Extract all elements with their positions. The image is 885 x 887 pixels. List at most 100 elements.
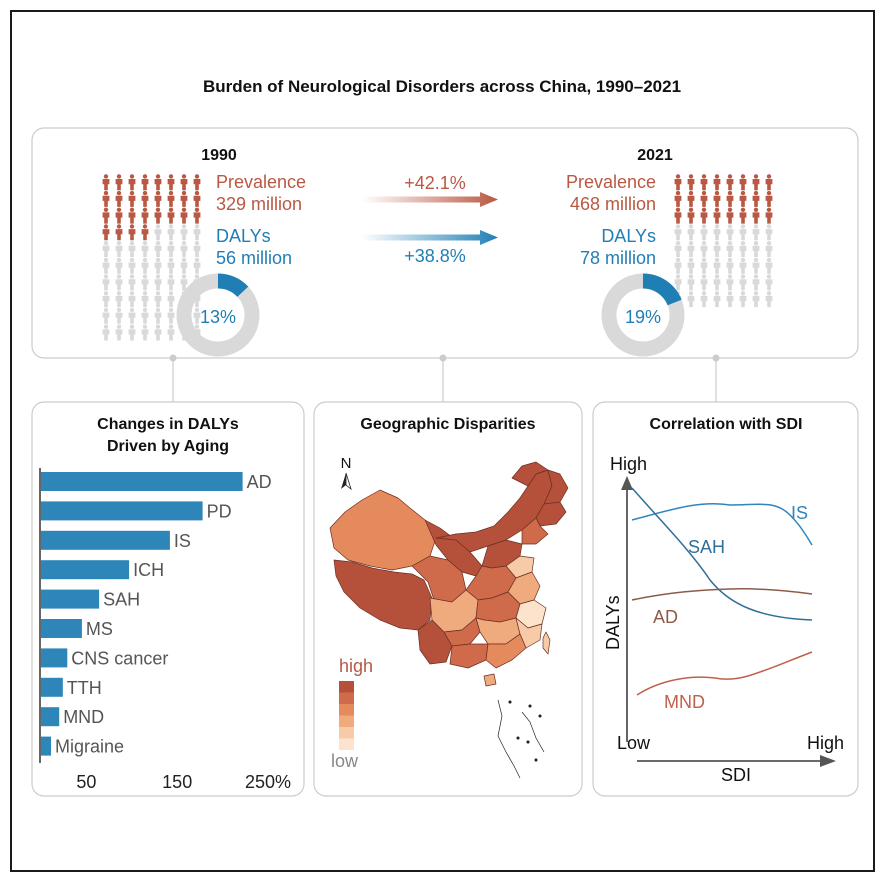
- pictogram-2021-person-icon: [739, 241, 747, 257]
- pictogram-1990-person-icon: [154, 241, 162, 257]
- pictogram-1990-person-icon: [154, 190, 162, 207]
- pictogram-1990-person-icon: [102, 257, 110, 274]
- bar-ms: [41, 619, 82, 638]
- pictogram-1990-person-icon: [102, 224, 110, 241]
- pictogram-2021-person-icon: [739, 257, 747, 274]
- sdi-x-low-label: Low: [617, 733, 651, 753]
- region-guangxi: [449, 643, 489, 669]
- pictogram-1990-person-icon: [180, 274, 188, 291]
- pictogram-1990-person-icon: [167, 291, 175, 308]
- pictogram-2021-person-icon: [687, 174, 695, 191]
- bar-migraine: [41, 736, 51, 756]
- pictogram-2021-person-icon: [713, 241, 721, 257]
- dalys-1990-value: 56 million: [216, 248, 292, 268]
- pictogram-2021-person-icon: [765, 257, 773, 274]
- pictogram-2021-person-icon: [713, 224, 721, 241]
- pictogram-2021-person-icon: [752, 257, 760, 274]
- sdi-curve-sah: [631, 487, 813, 621]
- pictogram-2021-person-icon: [752, 207, 760, 224]
- pictogram-2021-person-icon: [674, 174, 682, 191]
- pictogram-1990-person-icon: [102, 274, 110, 291]
- map-legend-swatch: [339, 704, 354, 716]
- pictogram-1990-person-icon: [180, 174, 188, 191]
- pictogram-1990-person-icon: [193, 257, 201, 274]
- pictogram-1990-person-icon: [141, 174, 149, 191]
- pictogram-2021-person-icon: [674, 224, 682, 241]
- pictogram-1990-person-icon: [141, 324, 149, 341]
- map-legend-low: low: [331, 751, 359, 771]
- pictogram-1990-person-icon: [141, 190, 149, 207]
- pictogram-1990-person-icon: [167, 274, 175, 291]
- pictogram-2021-person-icon: [687, 291, 695, 308]
- pictogram-1990-person-icon: [167, 207, 175, 224]
- pictogram-2021-person-icon: [674, 257, 682, 274]
- pictogram-1990-person-icon: [141, 274, 149, 291]
- pictogram-2021-person-icon: [765, 190, 773, 207]
- map-legend-swatch: [339, 692, 354, 704]
- pictogram-1990-person-icon: [102, 291, 110, 308]
- pictogram-1990-person-icon: [115, 324, 123, 341]
- bar-cns-cancer: [41, 648, 68, 668]
- pictogram-2021-person-icon: [765, 174, 773, 191]
- bar-label-cns-cancer: CNS cancer: [71, 648, 168, 668]
- pictogram-1990-person-icon: [115, 307, 123, 324]
- prevalence-2021-label: Prevalence: [566, 172, 656, 192]
- bar-ad: [41, 472, 243, 491]
- prevalence-1990-label: Prevalence: [216, 172, 306, 192]
- aging-panel-title-line1: Changes in DALYs: [97, 416, 239, 433]
- pictogram-1990-person-icon: [128, 190, 136, 207]
- pictogram-2021-person-icon: [700, 257, 708, 274]
- sdi-panel-title: Correlation with SDI: [650, 416, 803, 433]
- pictogram-1990-person-icon: [154, 274, 162, 291]
- pictogram-2021-person-icon: [674, 241, 682, 257]
- pictogram-2021-person-icon: [765, 207, 773, 224]
- bar-pd: [41, 501, 203, 521]
- sdi-x-axis-label: SDI: [721, 765, 751, 785]
- pictogram-2021-person-icon: [765, 291, 773, 308]
- dalys-change-arrow: [362, 230, 498, 245]
- prevalence-1990-value: 329 million: [216, 194, 302, 214]
- pictogram-1990-person-icon: [180, 224, 188, 241]
- bar-sah: [41, 589, 100, 609]
- pictogram-2021-person-icon: [752, 291, 760, 308]
- year-2021-label: 2021: [637, 147, 673, 164]
- sdi-curve-sah-label: SAH: [688, 537, 725, 557]
- north-label: N: [341, 455, 352, 472]
- pictogram-2021-person-icon: [674, 207, 682, 224]
- pictogram-1990-person-icon: [193, 224, 201, 241]
- pictogram-2021-person-icon: [674, 274, 682, 291]
- pictogram-1990-person-icon: [115, 274, 123, 291]
- pictogram-2021-person-icon: [700, 291, 708, 308]
- pictogram-1990-person-icon: [115, 257, 123, 274]
- pictogram-2021-person-icon: [726, 257, 734, 274]
- pictogram-2021-person-icon: [700, 174, 708, 191]
- pictogram-1990-person-icon: [167, 257, 175, 274]
- dalys-2021-label: DALYs: [601, 226, 656, 246]
- pictogram-1990-person-icon: [141, 241, 149, 257]
- sdi-curve-mnd-label: MND: [664, 692, 705, 712]
- dalys-2021-value: 78 million: [580, 248, 656, 268]
- pictogram-2021-person-icon: [674, 190, 682, 207]
- bar-chart-x-ticks: 50 150 250%: [76, 772, 291, 792]
- bar-label-mnd: MND: [63, 707, 104, 727]
- pictogram-2021-person-icon: [713, 274, 721, 291]
- aging-panel-title-line2: Driven by Aging: [107, 438, 229, 455]
- pictogram-2021-person-icon: [752, 241, 760, 257]
- sdi-curve-ad: [631, 588, 813, 601]
- dalys-1990-label: DALYs: [216, 226, 271, 246]
- pictogram-1990-person-icon: [102, 174, 110, 191]
- pictogram-1990-person-icon: [128, 174, 136, 191]
- pictogram-2021-person-icon: [687, 274, 695, 291]
- pictogram-1990-person-icon: [180, 207, 188, 224]
- sdi-x-high-label: High: [807, 733, 844, 753]
- sdi-panel: [592, 401, 859, 797]
- region-hainan: [483, 673, 497, 687]
- pictogram-2021-person-icon: [700, 274, 708, 291]
- pictogram-2021-person-icon: [713, 207, 721, 224]
- pictogram-1990-person-icon: [180, 190, 188, 207]
- pictogram-2021-person-icon: [687, 224, 695, 241]
- sdi-y-axis-label: DALYs: [603, 595, 623, 650]
- bar-label-migraine: Migraine: [55, 737, 124, 757]
- pictogram-2021-person-icon: [739, 224, 747, 241]
